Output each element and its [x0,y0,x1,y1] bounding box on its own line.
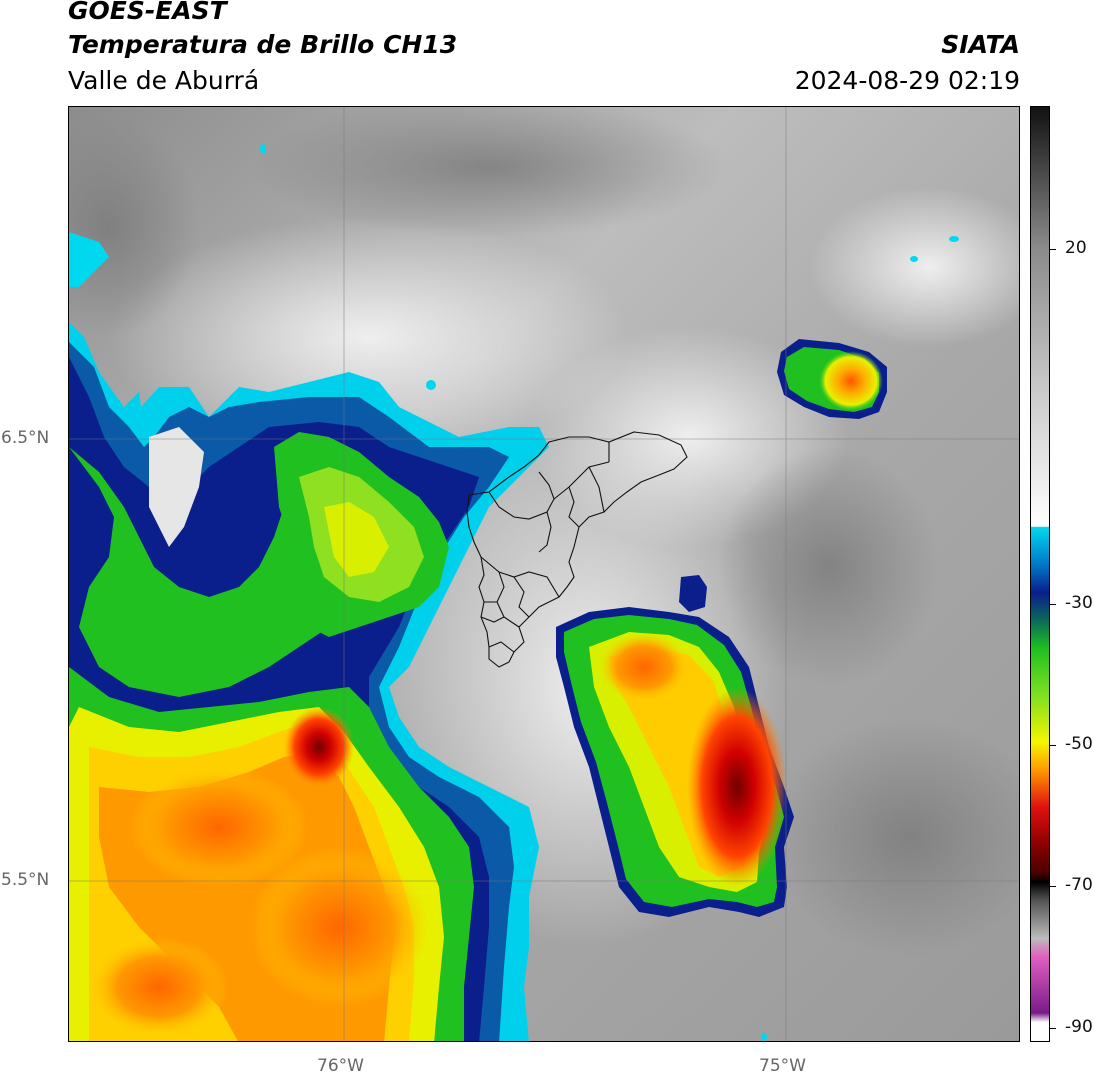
product-title: Temperatura de Brillo CH13 [68,30,458,59]
satellite-map[interactable] [68,106,1020,1042]
colorbar-label-minus-70: -70 [1065,875,1093,895]
lon-tick-75W: 75°W [759,1056,806,1076]
lon-tick-76W: 76°W [317,1056,364,1076]
lat-tick-5-5N: 5.5°N [1,870,50,890]
temperature-colorbar [1030,106,1050,1042]
colorbar-tick-mark [1050,745,1056,746]
colorbar-tick-mark [1050,604,1056,605]
colorbar-label-minus-90: -90 [1065,1017,1093,1037]
colorbar-label-minus-30: -30 [1065,593,1093,613]
brightness-temperature-field [69,107,1019,1041]
datetime-label: 2024-08-29 02:19 [794,66,1020,95]
colorbar-label-20: 20 [1065,238,1087,258]
satellite-title: GOES-EAST [68,0,227,25]
colorbar-label-minus-50: -50 [1065,734,1093,754]
agency-label: SIATA [941,30,1020,59]
colorbar-tick-mark [1050,886,1056,887]
region-subtitle: Valle de Aburrá [68,66,260,95]
colorbar-tick-mark [1050,1028,1056,1029]
colorbar-tick-mark [1050,249,1056,250]
lat-tick-6-5N: 6.5°N [1,428,50,448]
